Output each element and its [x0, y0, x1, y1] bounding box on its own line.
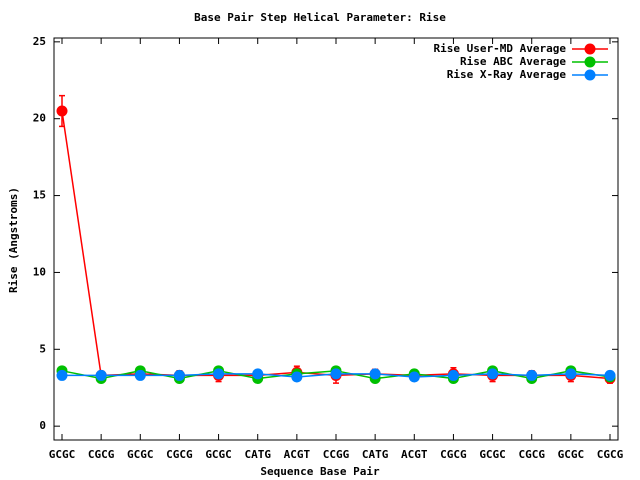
point — [56, 369, 68, 381]
point — [447, 369, 459, 381]
point — [565, 368, 577, 380]
x-tick-label: CGCG — [166, 448, 193, 461]
point — [213, 368, 225, 380]
point — [408, 371, 420, 383]
chart-title: Base Pair Step Helical Parameter: Rise — [194, 11, 446, 24]
point — [252, 368, 264, 380]
y-tick-label: 15 — [33, 189, 46, 202]
x-tick-label: CATG — [362, 448, 389, 461]
x-tick-label: GCGC — [479, 448, 506, 461]
point — [173, 369, 185, 381]
point — [134, 369, 146, 381]
legend-marker — [584, 69, 596, 81]
x-tick-label: ACGT — [401, 448, 428, 461]
y-axis-label: Rise (Angstroms) — [7, 187, 20, 293]
x-tick-label: CCGG — [323, 448, 350, 461]
y-tick-label: 20 — [33, 112, 46, 125]
legend-label: Rise ABC Average — [460, 55, 566, 68]
x-tick-label: CGCG — [88, 448, 115, 461]
x-tick-label: GCGC — [205, 448, 232, 461]
x-tick-label: GCGC — [127, 448, 154, 461]
legend-marker — [584, 56, 596, 68]
point — [487, 368, 499, 380]
point — [56, 105, 68, 117]
y-tick-label: 0 — [39, 419, 46, 432]
x-tick-label: CGCG — [440, 448, 467, 461]
x-tick-label: CGCG — [518, 448, 545, 461]
point — [369, 368, 381, 380]
x-tick-label: GCGC — [558, 448, 585, 461]
x-tick-label: CGCG — [597, 448, 624, 461]
point — [95, 369, 107, 381]
point — [526, 369, 538, 381]
point — [330, 368, 342, 380]
y-tick-label: 5 — [39, 342, 46, 355]
legend-marker — [584, 43, 596, 55]
legend-label: Rise X-Ray Average — [447, 68, 567, 81]
x-axis-label: Sequence Base Pair — [260, 465, 380, 478]
x-tick-label: CATG — [244, 448, 271, 461]
y-tick-label: 10 — [33, 265, 46, 278]
point — [291, 371, 303, 383]
legend-label: Rise User-MD Average — [434, 42, 567, 55]
point — [604, 369, 616, 381]
x-tick-label: GCGC — [49, 448, 76, 461]
y-tick-label: 25 — [33, 35, 46, 48]
x-tick-label: ACGT — [284, 448, 311, 461]
